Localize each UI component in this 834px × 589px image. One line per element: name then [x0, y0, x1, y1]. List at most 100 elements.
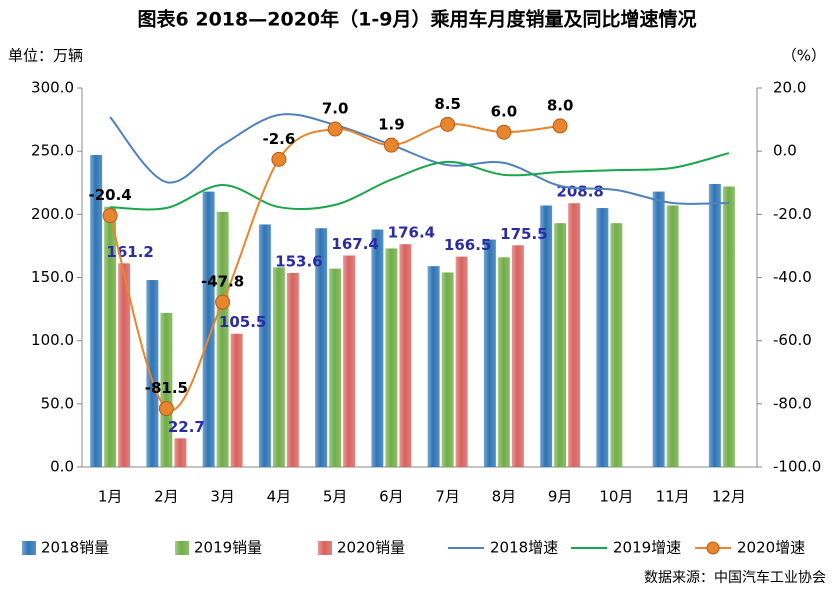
- bar: [258, 224, 271, 467]
- bar-value-label: 161.2: [106, 243, 153, 261]
- bar: [722, 186, 735, 468]
- marker: [327, 121, 343, 137]
- bar-value-label: 175.5: [500, 225, 547, 243]
- y2-tick-label: -60.0: [773, 331, 812, 349]
- x-tick-label: 5月: [323, 488, 348, 506]
- legend-label: 2019销量: [194, 539, 262, 557]
- bar: [540, 205, 553, 468]
- x-tick-label: 7月: [435, 488, 460, 506]
- line-value-label: 6.0: [491, 103, 518, 121]
- y2-tick-label: -40.0: [773, 268, 812, 286]
- bar: [146, 280, 159, 467]
- bar: [399, 244, 412, 467]
- chart-title: 图表6 2018—2020年（1-9月）乘用车月度销量及同比增速情况: [138, 8, 697, 31]
- legend-swatch: [22, 541, 36, 555]
- bar: [315, 228, 328, 467]
- y2-tick-label: -100.0: [773, 458, 821, 476]
- y-tick-label: 250.0: [31, 142, 74, 160]
- bar: [554, 223, 567, 467]
- bar: [652, 191, 665, 468]
- bar-value-label: 166.5: [444, 236, 491, 254]
- bar: [174, 438, 187, 467]
- bar: [497, 257, 510, 467]
- bar: [118, 263, 131, 467]
- x-tick-label: 4月: [267, 488, 292, 506]
- bar: [385, 248, 398, 467]
- bar-value-label: 153.6: [275, 252, 322, 270]
- bar: [666, 205, 679, 468]
- legend-label: 2019增速: [613, 539, 681, 557]
- legend-label: 2018销量: [41, 539, 109, 557]
- x-tick-label: 8月: [492, 488, 517, 506]
- y-tick-label: 150.0: [31, 268, 74, 286]
- legend-swatch: [175, 541, 189, 555]
- marker: [552, 118, 568, 134]
- line-value-label: 8.0: [547, 96, 574, 114]
- marker: [440, 116, 456, 132]
- bar: [216, 211, 229, 467]
- legend-label: 2020销量: [337, 539, 405, 557]
- legend-marker: [706, 541, 720, 555]
- bar: [230, 333, 243, 467]
- marker: [158, 401, 174, 417]
- bar: [483, 239, 496, 467]
- bar: [596, 208, 609, 467]
- x-tick-label: 12月: [712, 488, 746, 506]
- y-tick-label: 100.0: [31, 331, 74, 349]
- x-tick-label: 11月: [656, 488, 690, 506]
- bar: [441, 272, 454, 467]
- marker: [271, 151, 287, 167]
- bar: [329, 268, 342, 467]
- legend-label: 2018增速: [490, 539, 558, 557]
- y-tick-label: 300.0: [31, 79, 74, 97]
- line-value-label: -81.5: [145, 379, 188, 397]
- bar: [708, 184, 721, 467]
- bar: [610, 223, 623, 467]
- bar: [371, 229, 384, 467]
- y-tick-label: 0.0: [50, 458, 74, 476]
- bar: [511, 245, 524, 467]
- marker: [383, 137, 399, 153]
- line-value-label: 8.5: [434, 95, 461, 113]
- bar: [160, 312, 173, 467]
- bar: [568, 203, 581, 467]
- bar-value-label: 176.4: [388, 224, 435, 242]
- marker: [102, 208, 118, 224]
- x-tick-label: 10月: [599, 488, 633, 506]
- x-tick-label: 6月: [379, 488, 404, 506]
- line-value-label: -20.4: [89, 186, 132, 204]
- line-value-label: 7.0: [322, 100, 349, 118]
- marker: [215, 294, 231, 310]
- y-axis-label: 单位：万辆: [8, 47, 83, 65]
- bar: [343, 255, 356, 467]
- legend-label: 2020增速: [737, 539, 805, 557]
- y2-tick-label: -20.0: [773, 205, 812, 223]
- x-tick-label: 9月: [548, 488, 573, 506]
- x-tick-label: 1月: [98, 488, 123, 506]
- bar-value-label: 208.8: [556, 183, 603, 201]
- line: [109, 113, 729, 205]
- y2-tick-label: -80.0: [773, 394, 812, 412]
- legend-swatch: [318, 541, 332, 555]
- bar: [455, 256, 468, 467]
- y2-tick-label: 20.0: [773, 79, 806, 97]
- bar: [286, 272, 299, 467]
- line-value-label: 1.9: [378, 116, 405, 134]
- y2-axis-label: （%）: [782, 47, 826, 65]
- x-tick-label: 3月: [210, 488, 235, 506]
- bar: [104, 206, 117, 467]
- bar: [427, 266, 440, 467]
- bar-value-label: 22.7: [168, 418, 205, 436]
- line: [110, 152, 730, 211]
- line-value-label: -2.6: [262, 130, 295, 148]
- bar-value-label: 105.5: [219, 313, 266, 331]
- bar-value-label: 167.4: [331, 235, 378, 253]
- line-value-label: -47.8: [201, 273, 244, 291]
- source: 数据来源：中国汽车工业协会: [644, 569, 826, 586]
- x-tick-label: 2月: [154, 488, 179, 506]
- y-tick-label: 200.0: [31, 205, 74, 223]
- bar: [202, 191, 215, 468]
- y2-tick-label: 0.0: [773, 142, 797, 160]
